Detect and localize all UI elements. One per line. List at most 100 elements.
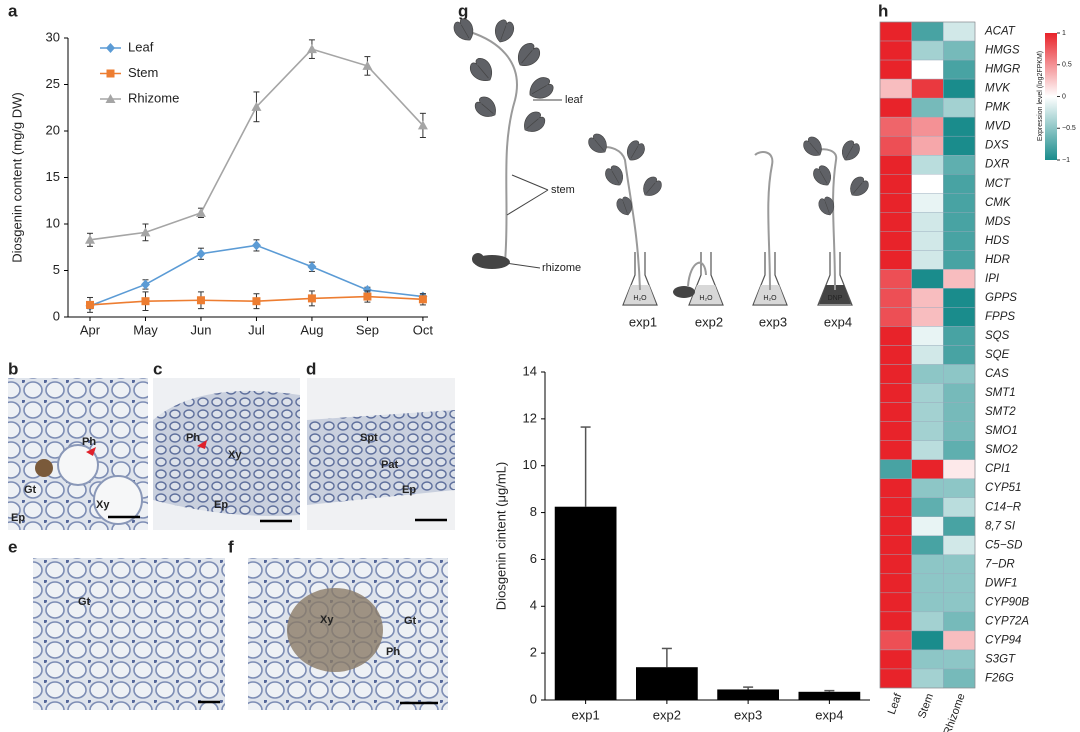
marker — [140, 227, 151, 237]
panel-letter: g — [458, 1, 468, 20]
x-tick-label: Jul — [248, 322, 265, 337]
x-tick-label: exp1 — [572, 707, 600, 722]
heat-cell — [911, 174, 944, 194]
marker — [251, 101, 262, 111]
marker — [85, 234, 95, 244]
heat-cell — [879, 440, 912, 460]
heat-cell — [879, 269, 912, 289]
heat-cell — [943, 59, 976, 80]
x-tick-label: exp4 — [815, 707, 843, 722]
heat-cell — [911, 459, 944, 479]
heatmap-frame — [879, 21, 976, 689]
row-label: 7−DR — [985, 558, 1015, 570]
heat-cell — [879, 116, 912, 137]
heat-cell — [911, 402, 944, 422]
row-label: SMT1 — [985, 387, 1016, 399]
row-label: CPI1 — [985, 463, 1011, 475]
heat-cell — [879, 535, 912, 555]
vessel — [93, 475, 143, 525]
diagram-label: leaf — [565, 94, 584, 106]
row-label: 8,7 SI — [985, 520, 1016, 532]
bar — [636, 667, 698, 700]
x-tick-label: exp3 — [734, 707, 762, 722]
stem-icon — [687, 261, 707, 287]
row-label: SQE — [985, 349, 1010, 361]
heat-cell — [879, 364, 912, 384]
heat-cell — [943, 592, 976, 613]
micrograph-label: Ep — [214, 499, 228, 511]
y-tick-label: 2 — [530, 645, 537, 660]
heat-cell — [911, 345, 944, 365]
leaf-icon — [495, 19, 515, 43]
row-label: CYP90B — [985, 596, 1029, 608]
y-tick-label: 15 — [46, 169, 60, 184]
stem-icon — [754, 151, 774, 291]
marker — [417, 120, 428, 130]
stem-icon — [817, 148, 838, 291]
heat-cell — [911, 364, 944, 384]
y-axis-label: Diosgenin content (mg/g DW) — [9, 92, 24, 263]
heat-cell — [911, 288, 944, 308]
heat-cell — [879, 193, 912, 213]
micrograph-label: Gt — [24, 484, 37, 496]
bar — [554, 506, 617, 700]
heat-cell — [943, 40, 976, 61]
marker — [140, 279, 150, 290]
rhizome-icon — [472, 253, 484, 265]
marker — [418, 295, 427, 304]
leaf-icon — [627, 140, 645, 161]
y-tick-label: 6 — [530, 551, 537, 566]
row-label: MCT — [985, 178, 1011, 190]
heat-cell — [911, 212, 944, 232]
vessel — [57, 444, 99, 486]
panel-letter: h — [878, 1, 888, 20]
heat-cell — [879, 231, 912, 251]
flask-label: H₂O — [763, 295, 777, 302]
pointer-line — [506, 189, 549, 216]
tissue — [153, 390, 300, 516]
y-tick-label: 30 — [46, 29, 60, 44]
y-tick-label: 4 — [530, 598, 537, 613]
heat-cell — [879, 516, 912, 536]
leaf-icon — [643, 176, 662, 196]
heat-cell — [943, 193, 976, 213]
heat-cell — [943, 497, 976, 517]
legend-label: Rhizome — [128, 90, 179, 105]
heat-cell — [943, 135, 976, 156]
legend-label: Leaf — [128, 39, 154, 54]
row-label: MVD — [985, 121, 1011, 133]
heat-cell — [943, 21, 976, 42]
heat-cell — [911, 154, 944, 175]
heat-cell — [911, 649, 944, 670]
marker — [106, 43, 115, 53]
colorbar-tick-label: −0.5 — [1062, 125, 1076, 132]
y-tick-label: 8 — [530, 504, 537, 519]
flask-label: H₂O — [699, 295, 713, 302]
arrowhead — [197, 440, 207, 449]
row-label: HMGR — [985, 64, 1020, 76]
x-tick-label: Sep — [356, 322, 379, 337]
flask-liquid — [819, 285, 851, 304]
micrograph-label: Xy — [320, 614, 334, 626]
panel-letter: e — [8, 537, 17, 556]
heat-cell — [879, 649, 912, 670]
x-tick-label: exp2 — [653, 707, 681, 722]
heat-cell — [879, 402, 912, 422]
heat-cell — [943, 212, 976, 232]
heat-cell — [911, 250, 944, 270]
heat-cell — [911, 97, 944, 118]
heat-cell — [911, 40, 944, 61]
heat-cell — [943, 516, 976, 536]
heat-cell — [943, 307, 976, 327]
xylem — [287, 588, 383, 672]
row-label: DWF1 — [985, 577, 1018, 589]
x-tick-label: Jun — [190, 322, 211, 337]
row-label: HDS — [985, 235, 1010, 247]
row-label: SMO2 — [985, 444, 1018, 456]
marker — [306, 44, 317, 54]
y-tick-label: 10 — [523, 457, 537, 472]
row-label: CYP72A — [985, 615, 1029, 627]
heat-cell — [879, 78, 912, 99]
heat-cell — [911, 193, 944, 213]
row-label: PMK — [985, 102, 1011, 114]
